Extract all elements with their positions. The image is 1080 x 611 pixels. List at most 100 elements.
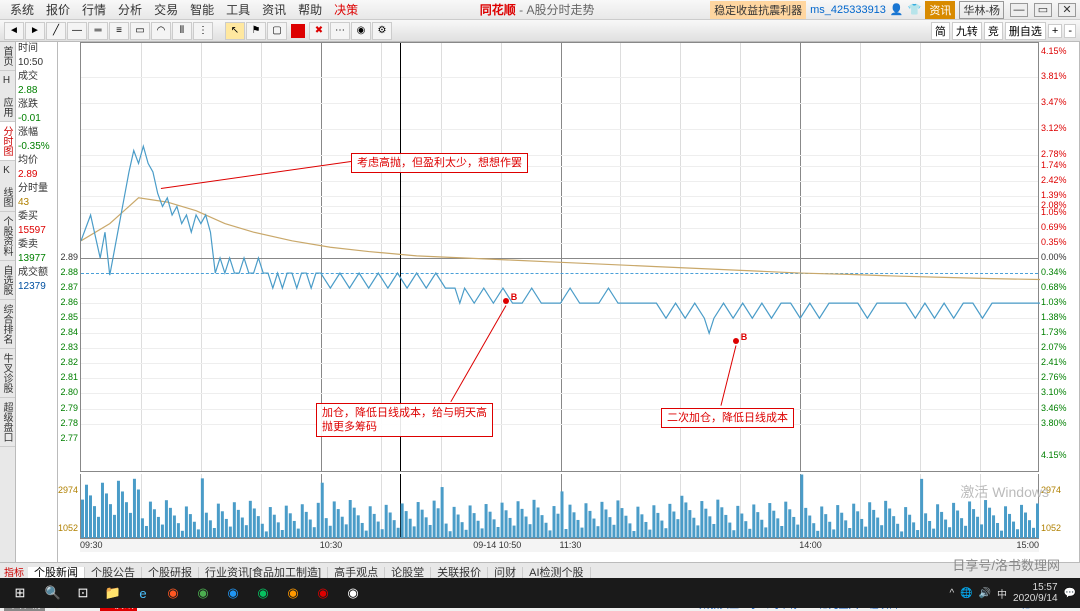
tray-net-icon[interactable]: 🌐 [960,588,972,599]
account-id[interactable]: ms_425333913 [810,4,886,16]
data-row: 涨幅 [16,126,57,140]
data-row: 委买 [16,210,57,224]
tool-delete[interactable]: ✖ [309,22,329,40]
tray-up-icon[interactable]: ^ [949,588,954,599]
side-tab-6[interactable]: 综合排名 [0,300,15,349]
start-button[interactable]: ⊞ [4,580,36,606]
account-dropdown[interactable]: 华林-杨 [959,1,1004,19]
btm-tab-5[interactable]: 论股堂 [385,567,431,579]
close-button[interactable]: ✕ [1058,3,1076,17]
toolbar--[interactable]: - [1064,24,1076,38]
tool-arc[interactable]: ◠ [151,22,171,40]
app-icon-2[interactable]: ◉ [190,580,216,606]
tray-vol-icon[interactable]: 🔊 [979,588,991,599]
tool-flag[interactable]: ⚑ [246,22,266,40]
side-tabs: 首页H 应用分时图K 线图个股资料自选股综合排名牛叉诊股超级盘口 [0,42,16,562]
side-tab-0[interactable]: 首页 [0,42,15,71]
app-icon-1[interactable]: ◉ [160,580,186,606]
tool-cursor[interactable]: ↖ [225,22,245,40]
indicator-label[interactable]: 指标 [0,564,28,579]
tool-rect[interactable]: ▭ [130,22,150,40]
data-row: 时间 [16,42,57,56]
ths-icon[interactable]: ◉ [310,580,336,606]
info-button[interactable]: 资讯 [925,1,955,19]
menu-分析[interactable]: 分析 [112,3,148,17]
btm-tab-0[interactable]: 个股新闻 [28,567,85,579]
toolbar-删自选[interactable]: 删自选 [1005,22,1046,40]
btm-tab-6[interactable]: 关联报价 [431,567,488,579]
tool-settings[interactable]: ⚙ [372,22,392,40]
tool-arrow-left[interactable]: ◄ [4,22,24,40]
menu-报价[interactable]: 报价 [40,3,76,17]
menu-交易[interactable]: 交易 [148,3,184,17]
toolbar-竞[interactable]: 竞 [984,22,1003,40]
user-icon[interactable]: 👤 [890,3,904,16]
task-view-icon[interactable]: ⊡ [70,580,96,606]
btm-tab-8[interactable]: AI检测个股 [523,567,590,579]
menu-bar: 系统报价行情分析交易智能工具资讯帮助 决策 同花顺 - A股分时走势 稳定收益抗… [0,0,1080,20]
chart-area[interactable]: 2.892.882.872.862.852.842.832.822.812.80… [58,42,1080,562]
notification-icon[interactable]: 💬 [1064,588,1076,599]
tool-line[interactable]: ╱ [46,22,66,40]
data-row: 10:50 [16,56,57,70]
menu-系统[interactable]: 系统 [4,3,40,17]
tool-color[interactable] [291,24,305,38]
side-tab-8[interactable]: 超级盘口 [0,398,15,447]
btm-tab-2[interactable]: 个股研报 [142,567,199,579]
side-tab-3[interactable]: K 线图 [0,161,15,212]
wechat-icon[interactable]: ◉ [250,580,276,606]
tool-eye[interactable]: ◉ [351,22,371,40]
price-chart[interactable]: 考虑高抛，但盈利太少，想想作罢加仓，降低日线成本，给与明天高抛更多筹码B二次加仓… [80,42,1039,472]
data-row: 分时量 [16,182,57,196]
menu-智能[interactable]: 智能 [184,3,220,17]
menu-资讯[interactable]: 资讯 [256,3,292,17]
btm-tab-3[interactable]: 行业资讯[食品加工制造] [199,567,328,579]
explorer-icon[interactable]: 📁 [100,580,126,606]
side-tab-4[interactable]: 个股资料 [0,212,15,261]
toolbar-简[interactable]: 简 [931,22,950,40]
menu-工具[interactable]: 工具 [220,3,256,17]
data-row: -0.35% [16,140,57,154]
data-row: 委卖 [16,238,57,252]
x-axis: 09:3010:3009-14 10:5011:3014:0015:00 [80,538,1039,552]
side-tab-1[interactable]: H 应用 [0,71,15,122]
side-tab-7[interactable]: 牛叉诊股 [0,349,15,398]
toolbar-九转[interactable]: 九转 [952,22,982,40]
tool-channel[interactable]: ≡ [109,22,129,40]
data-row: 13977 [16,252,57,266]
shirt-icon[interactable]: 👕 [908,3,922,16]
tool-dots[interactable]: ⋮ [193,22,213,40]
side-tab-2[interactable]: 分时图 [0,122,15,161]
menu-行情[interactable]: 行情 [76,3,112,17]
minimize-button[interactable]: — [1010,3,1028,17]
menu-帮助[interactable]: 帮助 [292,3,328,17]
tool-parallel[interactable]: ═ [88,22,108,40]
side-tab-5[interactable]: 自选股 [0,261,15,300]
menu-extra[interactable]: 决策 [328,1,364,18]
tool-more1[interactable]: ⋯ [330,22,350,40]
tool-hline[interactable]: — [67,22,87,40]
windows-taskbar: ⊞ 🔍 ⊡ 📁 e ◉ ◉ ◉ ◉ ◉ ◉ ◉ ^ 🌐 🔊 中 15:57 20… [0,578,1080,608]
data-row: 43 [16,196,57,210]
search-icon[interactable]: 🔍 [40,580,66,606]
btm-tab-1[interactable]: 个股公告 [85,567,142,579]
annotation: 加仓，降低日线成本，给与明天高抛更多筹码 [316,403,493,437]
data-row: 成交 [16,70,57,84]
app-title: 同花顺 - A股分时走势 [364,1,710,18]
tray-ime-icon[interactable]: 中 [997,586,1007,601]
tool-text[interactable]: ▢ [267,22,287,40]
app-icon-4[interactable]: ◉ [280,580,306,606]
app-icon-5[interactable]: ◉ [340,580,366,606]
data-row: 2.88 [16,84,57,98]
promo-label[interactable]: 稳定收益抗震利器 [710,1,806,19]
toolbar: ◄ ► ╱ — ═ ≡ ▭ ◠ ⦀ ⋮ ↖ ⚑ ▢ ✖ ⋯ ◉ ⚙ 简九转竞删自… [0,20,1080,42]
maximize-button[interactable]: ▭ [1034,3,1052,17]
edge-icon[interactable]: e [130,580,156,606]
btm-tab-7[interactable]: 问财 [488,567,523,579]
btm-tab-4[interactable]: 高手观点 [328,567,385,579]
toolbar-+[interactable]: + [1048,24,1062,38]
app-icon-3[interactable]: ◉ [220,580,246,606]
tool-arrow-right[interactable]: ► [25,22,45,40]
volume-chart[interactable] [80,474,1039,538]
tool-vbars[interactable]: ⦀ [172,22,192,40]
